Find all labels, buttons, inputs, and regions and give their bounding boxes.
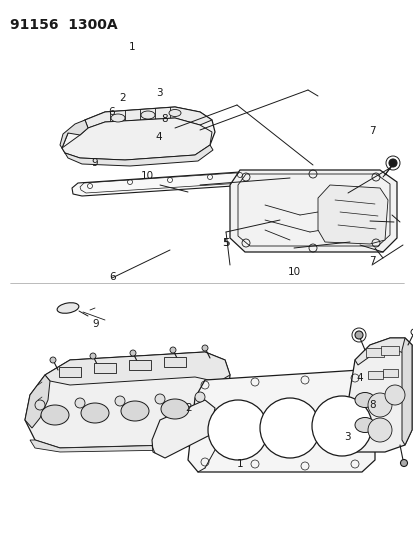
Ellipse shape [81, 403, 109, 423]
Circle shape [115, 396, 125, 406]
Bar [367, 371, 382, 379]
Circle shape [130, 350, 136, 356]
Ellipse shape [354, 392, 374, 408]
Text: 1: 1 [128, 42, 135, 52]
Polygon shape [230, 170, 396, 252]
Circle shape [384, 385, 404, 405]
Text: 7: 7 [368, 256, 375, 266]
Text: 5: 5 [222, 238, 228, 247]
Polygon shape [317, 185, 387, 244]
Polygon shape [62, 107, 214, 160]
Polygon shape [62, 118, 211, 160]
Polygon shape [85, 107, 211, 128]
Text: 6: 6 [109, 272, 116, 282]
Circle shape [367, 418, 391, 442]
Circle shape [311, 396, 371, 456]
Polygon shape [60, 120, 88, 148]
Ellipse shape [354, 417, 374, 432]
Polygon shape [25, 375, 50, 428]
Bar [164, 357, 185, 367]
Bar [59, 367, 81, 377]
Polygon shape [72, 172, 252, 196]
Text: 9: 9 [91, 158, 97, 167]
Text: 5: 5 [222, 238, 229, 247]
Text: 4: 4 [155, 132, 162, 142]
Polygon shape [152, 400, 214, 458]
Text: 2: 2 [119, 93, 125, 102]
Text: 3: 3 [155, 88, 162, 98]
Bar [94, 363, 116, 373]
Polygon shape [25, 352, 230, 448]
Ellipse shape [169, 109, 180, 117]
Polygon shape [188, 370, 374, 472]
Text: 1: 1 [236, 459, 243, 469]
Circle shape [90, 353, 96, 359]
Bar [380, 346, 398, 355]
Text: 9: 9 [92, 319, 98, 329]
Polygon shape [401, 338, 411, 445]
Circle shape [195, 392, 204, 402]
Bar [365, 348, 383, 357]
Text: 91156  1300A: 91156 1300A [10, 18, 117, 32]
Circle shape [259, 398, 319, 458]
Text: 8: 8 [161, 114, 168, 124]
Polygon shape [30, 428, 219, 452]
Circle shape [50, 357, 56, 363]
Polygon shape [354, 338, 411, 365]
Text: 8: 8 [368, 400, 375, 410]
Circle shape [367, 393, 391, 417]
Circle shape [202, 345, 207, 351]
Circle shape [154, 394, 165, 404]
Circle shape [354, 331, 362, 339]
Bar [129, 360, 151, 370]
Polygon shape [45, 352, 230, 385]
Text: 10: 10 [141, 171, 154, 181]
Ellipse shape [121, 401, 149, 421]
Text: 2: 2 [185, 403, 191, 413]
Ellipse shape [111, 114, 125, 122]
Circle shape [75, 398, 85, 408]
Circle shape [35, 400, 45, 410]
Text: 4: 4 [356, 374, 363, 383]
Circle shape [399, 459, 406, 466]
Text: 3: 3 [344, 432, 350, 442]
Bar [382, 369, 397, 377]
Ellipse shape [41, 405, 69, 425]
Circle shape [170, 347, 176, 353]
Circle shape [207, 400, 267, 460]
Ellipse shape [57, 303, 79, 313]
Ellipse shape [161, 399, 189, 419]
Circle shape [388, 159, 396, 167]
Text: 6: 6 [108, 107, 115, 117]
Text: 10: 10 [287, 267, 300, 277]
Polygon shape [341, 338, 411, 452]
Text: 7: 7 [368, 126, 375, 135]
Polygon shape [65, 145, 212, 166]
Ellipse shape [141, 111, 154, 119]
